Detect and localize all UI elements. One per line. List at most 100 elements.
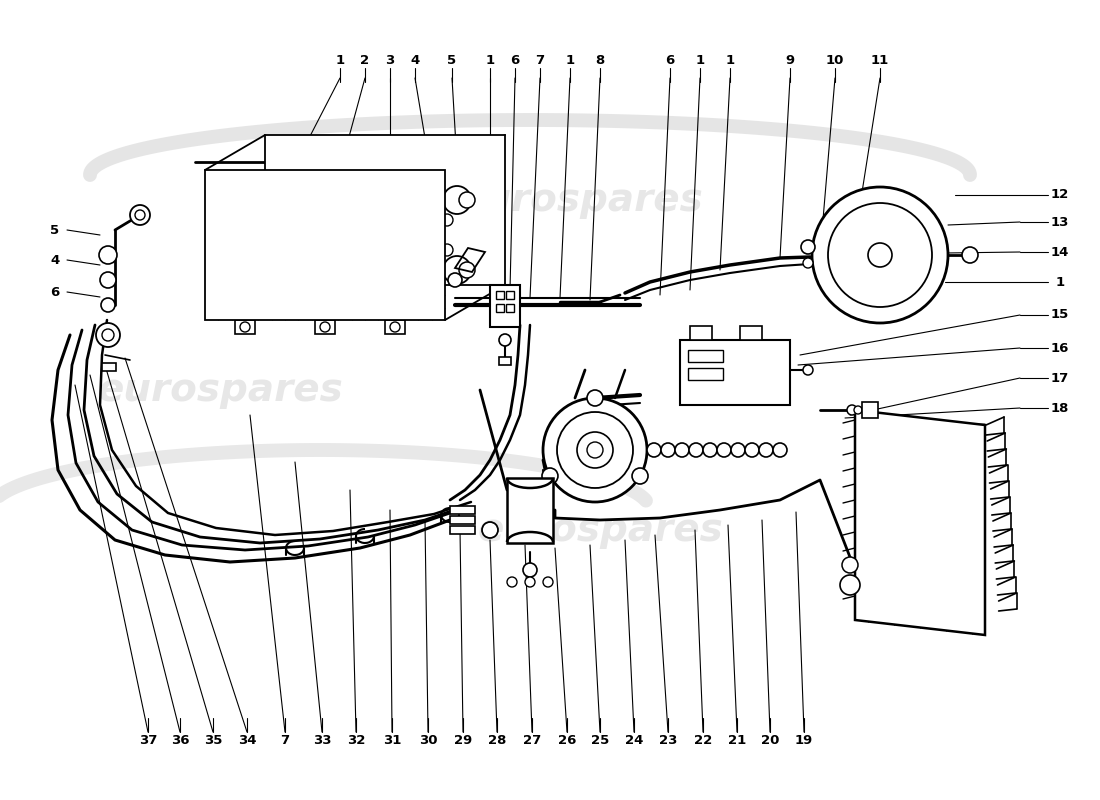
- Bar: [102, 363, 116, 371]
- Text: 15: 15: [1050, 309, 1069, 322]
- Text: 33: 33: [312, 734, 331, 746]
- Circle shape: [962, 247, 978, 263]
- Text: eurospares: eurospares: [458, 181, 703, 219]
- Circle shape: [135, 210, 145, 220]
- Text: 1: 1: [485, 54, 495, 66]
- Text: 14: 14: [1050, 246, 1069, 258]
- Bar: [496, 304, 504, 312]
- Bar: [315, 320, 336, 334]
- Bar: [499, 357, 512, 365]
- Circle shape: [101, 298, 116, 312]
- Circle shape: [130, 205, 150, 225]
- Text: 1: 1: [695, 54, 705, 66]
- Bar: [688, 368, 723, 380]
- Circle shape: [240, 322, 250, 332]
- Text: 24: 24: [625, 734, 644, 746]
- Text: 4: 4: [51, 254, 59, 266]
- Bar: [496, 291, 504, 299]
- Text: eurospares: eurospares: [97, 371, 343, 409]
- Circle shape: [525, 577, 535, 587]
- Text: 36: 36: [170, 734, 189, 746]
- Text: 1: 1: [1055, 275, 1065, 289]
- Circle shape: [868, 243, 892, 267]
- Bar: [506, 291, 514, 299]
- Circle shape: [448, 273, 462, 287]
- Circle shape: [100, 272, 116, 288]
- Circle shape: [441, 214, 453, 226]
- Text: 23: 23: [659, 734, 678, 746]
- Bar: [688, 350, 723, 362]
- Text: 20: 20: [761, 734, 779, 746]
- Circle shape: [507, 577, 517, 587]
- Circle shape: [443, 186, 471, 214]
- Circle shape: [732, 443, 745, 457]
- Circle shape: [96, 323, 120, 347]
- Text: 21: 21: [728, 734, 746, 746]
- Text: 12: 12: [1050, 189, 1069, 202]
- Circle shape: [499, 334, 512, 346]
- Circle shape: [390, 322, 400, 332]
- Circle shape: [647, 443, 661, 457]
- Text: 5: 5: [51, 223, 59, 237]
- Circle shape: [717, 443, 732, 457]
- Text: 1: 1: [336, 54, 344, 66]
- Bar: [690, 326, 712, 340]
- Text: 30: 30: [419, 734, 438, 746]
- Text: 27: 27: [522, 734, 541, 746]
- Text: 6: 6: [510, 54, 519, 66]
- Circle shape: [543, 577, 553, 587]
- Circle shape: [482, 522, 498, 538]
- Circle shape: [578, 432, 613, 468]
- Text: 1: 1: [725, 54, 735, 66]
- Text: 25: 25: [591, 734, 609, 746]
- Text: 18: 18: [1050, 402, 1069, 414]
- Text: 6: 6: [666, 54, 674, 66]
- Text: 4: 4: [410, 54, 419, 66]
- Circle shape: [675, 443, 689, 457]
- Circle shape: [441, 244, 453, 256]
- Bar: [507, 478, 553, 543]
- Text: 13: 13: [1050, 215, 1069, 229]
- Bar: [450, 506, 475, 514]
- Bar: [385, 320, 405, 334]
- Circle shape: [459, 192, 475, 208]
- Text: 11: 11: [871, 54, 889, 66]
- Text: 2: 2: [361, 54, 370, 66]
- Bar: [450, 516, 475, 524]
- Circle shape: [543, 398, 647, 502]
- Text: 6: 6: [51, 286, 59, 298]
- Circle shape: [557, 412, 632, 488]
- Circle shape: [803, 258, 813, 268]
- Text: 16: 16: [1050, 342, 1069, 354]
- Circle shape: [587, 390, 603, 406]
- Circle shape: [745, 443, 759, 457]
- Circle shape: [661, 443, 675, 457]
- Bar: [490, 285, 520, 327]
- Text: 7: 7: [536, 54, 544, 66]
- Circle shape: [854, 406, 862, 414]
- Text: 35: 35: [204, 734, 222, 746]
- Bar: [450, 526, 475, 534]
- Text: 10: 10: [826, 54, 844, 66]
- Bar: [235, 320, 255, 334]
- Text: 8: 8: [595, 54, 605, 66]
- Text: 1: 1: [565, 54, 574, 66]
- Circle shape: [632, 468, 648, 484]
- Bar: [506, 304, 514, 312]
- Text: 7: 7: [280, 734, 289, 746]
- Circle shape: [842, 557, 858, 573]
- Text: 28: 28: [487, 734, 506, 746]
- Circle shape: [587, 442, 603, 458]
- Circle shape: [443, 256, 471, 284]
- Circle shape: [689, 443, 703, 457]
- Circle shape: [459, 262, 475, 278]
- Text: 32: 32: [346, 734, 365, 746]
- Circle shape: [99, 246, 117, 264]
- Circle shape: [102, 329, 114, 341]
- Circle shape: [801, 240, 815, 254]
- Circle shape: [542, 468, 558, 484]
- Circle shape: [320, 322, 330, 332]
- Circle shape: [847, 405, 857, 415]
- Text: 19: 19: [795, 734, 813, 746]
- Text: 5: 5: [448, 54, 456, 66]
